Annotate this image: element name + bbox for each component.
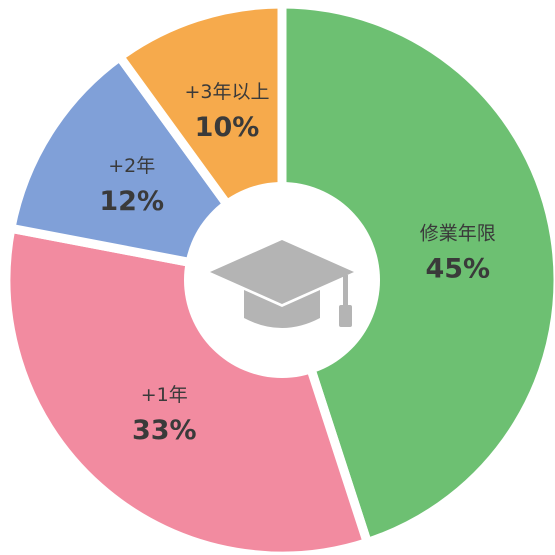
value-label: 45% — [425, 254, 490, 285]
category-label: +1年 — [141, 384, 188, 406]
category-label: +2年 — [108, 155, 155, 177]
labels: 修業年限 45% +1年 33% +2年 12% +3年以上 10% — [99, 81, 495, 446]
value-label: 33% — [132, 415, 197, 446]
category-label: +3年以上 — [184, 81, 269, 103]
graduation-cap-icon — [210, 240, 354, 328]
value-label: 12% — [99, 186, 164, 217]
category-label: 修業年限 — [420, 223, 496, 245]
value-label: 10% — [195, 112, 260, 143]
